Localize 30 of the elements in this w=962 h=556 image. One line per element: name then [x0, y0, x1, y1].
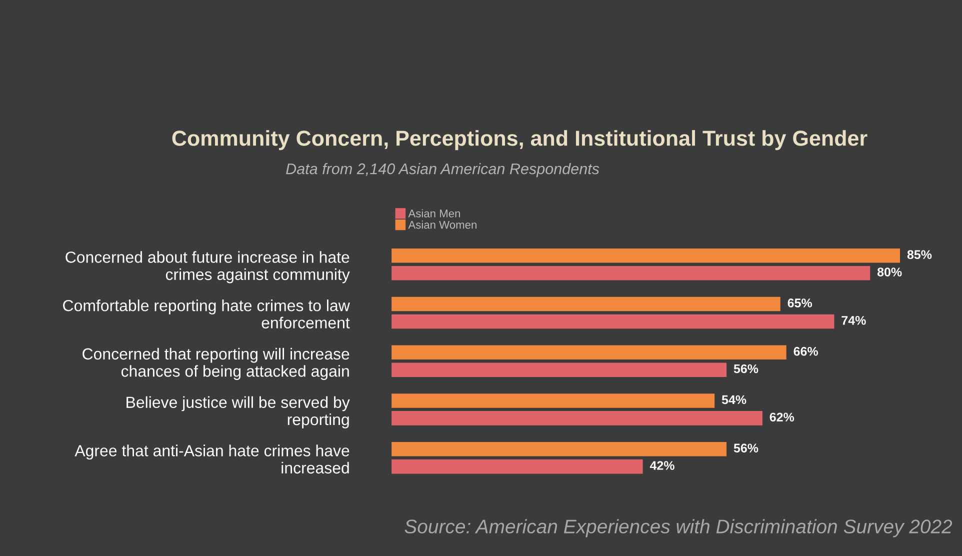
bar — [392, 394, 715, 408]
y-tick-label: Concerned about future increase in hate crimes against community — [66, 251, 350, 284]
data-label: 56% — [734, 444, 758, 453]
data-label: 80% — [877, 268, 902, 276]
source-note: Source: American Experiences with Discrimination Survey 2022 — [404, 519, 952, 538]
y-tick-label: Believe justice will be served by reporting — [126, 396, 350, 428]
data-label: 62% — [770, 412, 794, 422]
legend-label: Asian Women — [408, 220, 476, 229]
data-label: 56% — [734, 364, 758, 374]
y-tick-label: Agree that anti-Asian hate crimes have increased — [74, 444, 350, 474]
chart-title: Community Concern, Perceptions, and Institutional Trust by Gender — [172, 130, 868, 150]
bar — [392, 459, 643, 474]
chart-subtitle: Data from 2,140 Asian American Respondents — [286, 163, 600, 178]
bar — [392, 296, 780, 312]
bar — [392, 314, 834, 329]
bar — [392, 442, 727, 456]
data-label: 74% — [842, 316, 866, 325]
bar — [392, 266, 870, 280]
y-tick-label: Comfortable reporting hate crimes to law enforcement — [63, 300, 350, 328]
bar — [392, 345, 786, 360]
bar — [392, 248, 900, 263]
legend-label: Asian Men — [408, 209, 460, 218]
y-tick-label: Concerned that reporting will increase chances of being attacked again — [82, 348, 350, 380]
bar — [392, 411, 762, 426]
data-label: 66% — [794, 346, 818, 356]
data-label: 85% — [907, 250, 932, 260]
data-label: 54% — [722, 395, 746, 404]
data-label: 65% — [788, 298, 812, 308]
data-label: 42% — [650, 461, 674, 470]
bar — [392, 362, 727, 377]
